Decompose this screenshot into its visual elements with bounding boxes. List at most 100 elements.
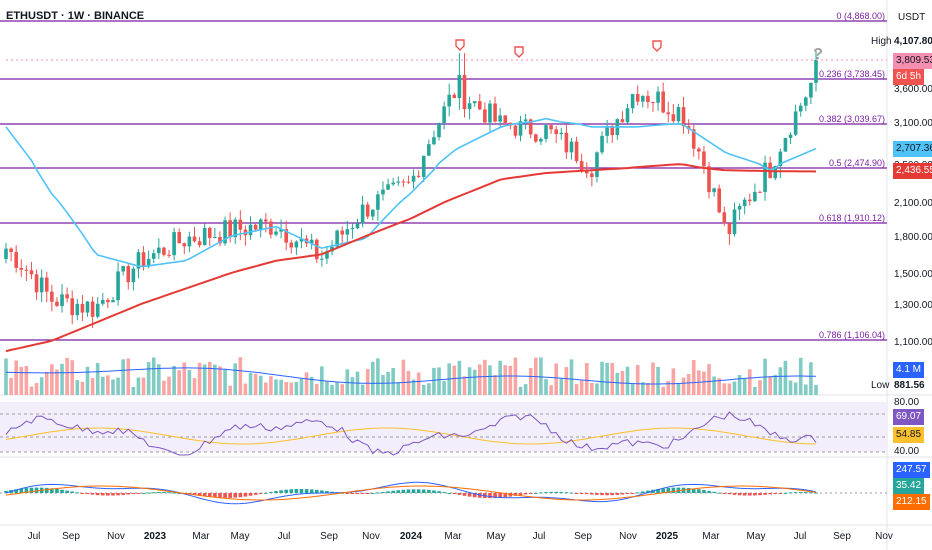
candle xyxy=(569,141,574,153)
volume-bar xyxy=(406,371,411,395)
macd-histogram-bar xyxy=(309,489,314,493)
macd-histogram-bar xyxy=(248,493,253,496)
candle xyxy=(651,102,655,104)
candle xyxy=(539,138,543,142)
volume-bar xyxy=(452,365,457,395)
macd-histogram-bar xyxy=(121,493,125,495)
macd-histogram-bar xyxy=(579,493,584,494)
candle xyxy=(421,155,426,177)
x-axis-label: 2025 xyxy=(656,531,679,542)
volume-bar xyxy=(299,378,304,395)
volume-bar xyxy=(809,362,813,395)
volume-bar xyxy=(70,360,75,395)
candle xyxy=(202,227,207,246)
macd-histogram-bar xyxy=(528,493,533,494)
macd-histogram-bar xyxy=(157,492,161,494)
candle xyxy=(14,252,18,268)
volume-bar xyxy=(233,363,238,395)
volume-bar xyxy=(579,380,584,395)
macd-histogram-bar xyxy=(590,493,594,495)
volume-bar xyxy=(335,382,339,395)
x-axis-label: Sep xyxy=(320,531,338,542)
rsi-ma-line xyxy=(5,427,817,445)
volume-bar xyxy=(55,369,59,395)
macd-histogram-bar xyxy=(4,490,8,493)
fib-level-label: 0.236 (3,738.45) xyxy=(819,69,885,79)
volume-bar xyxy=(584,363,589,395)
currency-label[interactable]: USDT xyxy=(898,12,926,23)
macd-histogram-bar xyxy=(116,493,120,496)
volume-bar xyxy=(722,383,727,395)
volume-bar xyxy=(50,364,54,395)
macd-histogram-bar xyxy=(574,493,579,494)
volume-bar xyxy=(80,381,85,395)
volume-bar xyxy=(488,365,492,395)
x-axis-label: Jul xyxy=(278,531,291,542)
rsi-badge: 69.07 xyxy=(893,409,925,425)
symbol-title[interactable]: ETHUSDT · 1W · BINANCE xyxy=(6,10,145,22)
macd-histogram-bar xyxy=(411,489,416,493)
volume-bar xyxy=(228,385,232,395)
macd-histogram-bar xyxy=(141,492,146,494)
macd-histogram-bar xyxy=(646,490,650,493)
macd-histogram-bar xyxy=(564,492,569,494)
volume-bar xyxy=(289,382,294,395)
candle xyxy=(793,111,798,135)
macd-histogram-bar xyxy=(386,491,390,493)
candle xyxy=(702,151,706,167)
macd-histogram-bar xyxy=(370,492,375,494)
price-tick-label: 2,100.00 xyxy=(894,198,932,209)
volume-bar xyxy=(528,367,533,395)
price-tick-label: 1,800.00 xyxy=(894,232,932,243)
volume-bar xyxy=(264,382,268,395)
volume-bar xyxy=(640,382,645,395)
candle xyxy=(600,135,604,153)
macd-histogram-bar xyxy=(809,492,813,494)
candle xyxy=(39,277,44,293)
macd-histogram-bar xyxy=(60,489,64,493)
volume-bar xyxy=(503,365,508,395)
macd-histogram-bar xyxy=(788,492,793,494)
candle xyxy=(523,119,528,122)
macd-histogram-bar xyxy=(508,493,513,497)
macd-histogram-bar xyxy=(768,493,772,495)
macd-histogram-bar xyxy=(345,493,350,494)
candle xyxy=(691,129,696,149)
volume-bar xyxy=(590,382,594,395)
macd-histogram-bar xyxy=(325,491,329,493)
candle xyxy=(646,95,650,103)
candle xyxy=(289,242,294,248)
volume-bar xyxy=(95,363,100,395)
volume-bar xyxy=(600,361,604,395)
candle xyxy=(401,181,406,183)
macd-histogram-bar xyxy=(712,491,716,493)
macd-histogram-bar xyxy=(452,493,457,494)
volume-bar xyxy=(116,377,120,395)
macd-histogram-bar xyxy=(376,492,380,494)
volume-bar xyxy=(437,367,441,395)
macd-histogram-bar xyxy=(146,492,151,494)
macd-histogram-bar xyxy=(600,493,604,496)
macd-histogram-bar xyxy=(717,492,722,494)
volume-bar xyxy=(90,378,95,395)
ma-long-badge: 2,436.55 xyxy=(893,163,932,179)
macd-histogram-bar xyxy=(793,492,798,494)
macd-histogram-bar xyxy=(427,489,431,493)
price-tick-label: 1,500.00 xyxy=(894,269,932,280)
macd-histogram-bar xyxy=(503,493,508,498)
candle xyxy=(55,301,59,307)
candle xyxy=(350,228,355,230)
x-axis-label: 2024 xyxy=(400,531,423,542)
candle xyxy=(121,266,125,272)
volume-bar xyxy=(4,358,8,395)
volume-bar xyxy=(804,384,808,395)
x-axis-label: Mar xyxy=(192,531,210,542)
macd-histogram-bar xyxy=(773,493,778,494)
candle xyxy=(437,123,441,138)
candle xyxy=(493,103,497,122)
x-axis-label: May xyxy=(231,531,250,542)
macd-histogram-bar xyxy=(778,493,783,494)
volume-bar xyxy=(773,374,778,395)
macd-histogram-bar xyxy=(804,492,808,494)
